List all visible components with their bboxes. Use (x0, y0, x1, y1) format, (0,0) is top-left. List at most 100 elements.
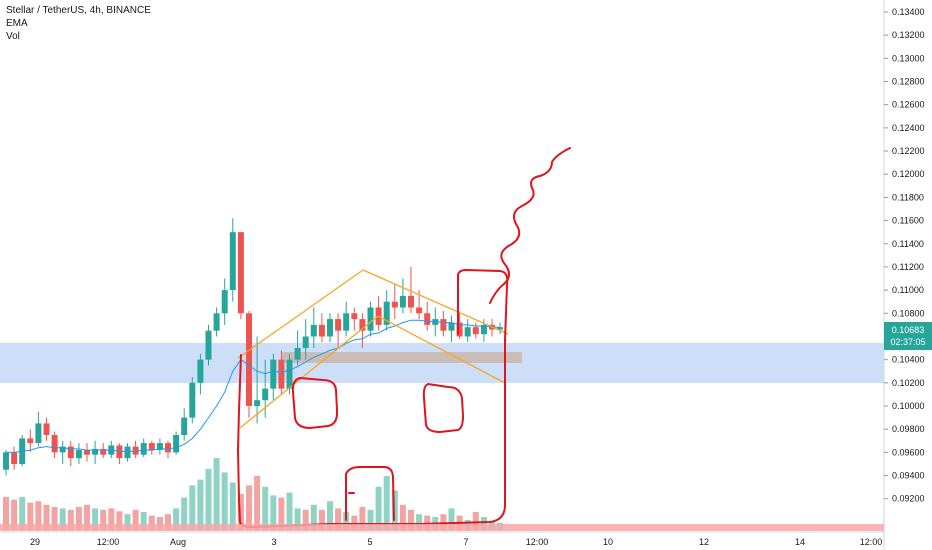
time-tick-label: 29 (30, 537, 40, 547)
volume-bar (156, 517, 163, 530)
volume-bar (173, 508, 180, 530)
price-tick-label: 0.13000 (892, 53, 925, 63)
volume-bar (262, 486, 269, 530)
candle (246, 310, 252, 418)
volume-bar (367, 509, 374, 530)
candle (221, 278, 228, 325)
time-tick-label: 12:00 (97, 537, 120, 547)
candle-layer (3, 218, 504, 476)
volume-bar (399, 504, 406, 530)
candle (448, 315, 455, 343)
candle (383, 290, 390, 331)
price-tick-label: 0.13400 (892, 7, 925, 17)
candle (270, 353, 277, 401)
price-tick-label: 0.12600 (892, 100, 925, 110)
bar-countdown: 02:37:05 (890, 337, 925, 347)
candle (351, 307, 358, 331)
candle (343, 301, 350, 337)
volume-footer-band (0, 524, 884, 531)
volume-bar (59, 508, 66, 530)
volume-bar (148, 515, 155, 530)
candle (156, 438, 163, 455)
volume-bar (51, 506, 58, 530)
volume-bar (302, 509, 309, 530)
volume-bar (448, 508, 455, 530)
candle (464, 319, 471, 343)
volume-bar (35, 501, 42, 530)
time-axis: 29 12:00 Aug 3 5 7 12:00 10 12 14 12:00 (30, 537, 882, 547)
price-tick-label: 0.09200 (892, 494, 925, 504)
volume-bar (472, 512, 479, 530)
candle (35, 411, 42, 447)
candle (100, 443, 107, 459)
candle (124, 443, 131, 462)
volume-layer (3, 458, 504, 530)
volume-bar (189, 485, 196, 530)
volume-bar (3, 496, 9, 530)
volume-bar (67, 509, 74, 530)
ema-line (6, 319, 501, 453)
volume-bar (383, 476, 390, 530)
candle (237, 232, 244, 320)
volume-bar (327, 501, 333, 530)
candle (67, 440, 74, 467)
price-tick-label: 0.12400 (892, 123, 925, 133)
volume-bar (132, 509, 139, 530)
candle (165, 440, 171, 459)
candle (181, 408, 188, 441)
volume-bar (294, 508, 301, 530)
freehand-drawing (237, 147, 571, 529)
pattern-line-lower-right (377, 315, 506, 384)
candle (456, 313, 463, 339)
candle (399, 278, 406, 314)
time-tick-label: 12:00 (526, 537, 549, 547)
volume-bar (335, 508, 342, 530)
time-tick-label: 12:00 (860, 537, 883, 547)
candle (43, 417, 50, 441)
pattern-line-upper-left (237, 269, 364, 359)
volume-bar (213, 458, 220, 530)
candle (213, 307, 220, 337)
window-right (422, 383, 464, 433)
candle (148, 440, 155, 455)
volume-bar (351, 515, 358, 530)
door (345, 466, 395, 521)
time-tick-label: 5 (367, 537, 372, 547)
candle (205, 324, 212, 366)
candle (108, 440, 115, 459)
pattern-line-lower-left (239, 315, 379, 429)
price-tick-label: 0.10000 (892, 401, 925, 411)
volume-bar (140, 512, 147, 530)
time-tick-label: 3 (271, 537, 276, 547)
small-grey-zone (282, 352, 522, 363)
candle (335, 313, 342, 349)
price-tick-label: 0.11600 (892, 216, 924, 226)
volume-bar (100, 509, 107, 530)
price-tick-label: 0.11400 (892, 239, 924, 249)
candle (116, 443, 123, 464)
volume-bar (92, 508, 99, 530)
window-left (291, 377, 339, 429)
time-tick-label: 12 (699, 537, 709, 547)
volume-bar (480, 517, 487, 530)
candle (254, 336, 261, 424)
candle (472, 322, 479, 339)
candle (173, 431, 180, 455)
price-tick-label: 0.12000 (892, 169, 925, 179)
smoke-wave (489, 147, 571, 304)
candle (432, 307, 439, 337)
candle (189, 377, 196, 424)
volume-bar (221, 472, 228, 530)
volume-bar (205, 468, 212, 530)
candle (84, 443, 90, 462)
candle (197, 353, 204, 395)
current-price-value: 0.10683 (892, 325, 925, 335)
symbol-title: Stellar / TetherUS, 4h, BINANCE (6, 5, 151, 16)
volume-bar (270, 495, 277, 530)
candle (229, 218, 236, 302)
candle (359, 313, 366, 349)
price-tick-label: 0.11800 (892, 192, 924, 202)
price-tick-label: 0.11000 (892, 285, 924, 295)
volume-bar (416, 514, 423, 530)
